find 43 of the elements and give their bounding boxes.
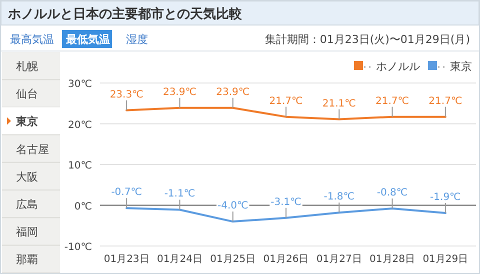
chart-title: ホノルルと日本の主要都市との天気比較	[7, 6, 243, 22]
x-tick-label: 01月27日	[316, 254, 362, 265]
data-label: 21.7℃	[428, 96, 462, 107]
line-series	[126, 106, 446, 120]
data-label: 23.3℃	[110, 89, 144, 100]
x-tick-label: 01月25日	[210, 254, 256, 265]
data-label: -4.0℃	[217, 200, 248, 212]
text: 仙台	[16, 88, 38, 101]
y-tick-label: 30℃	[68, 79, 92, 90]
data-label: -1.1℃	[164, 188, 196, 200]
data-label: 23.9℃	[216, 86, 250, 98]
chart-subtitle: 集計期間：01月23日(火)〜01月29日(月)	[264, 33, 470, 46]
y-tick-label: 0℃	[74, 201, 92, 212]
legend-label: ホノルル	[376, 60, 420, 73]
legend-label: 東京	[450, 60, 472, 73]
text: 那覇	[16, 253, 38, 266]
x-tick-label: 01月29日	[422, 254, 468, 265]
data-label: -1.8℃	[324, 192, 355, 203]
data-label: 21.7℃	[376, 96, 410, 107]
x-tick-label: 01月26日	[263, 254, 309, 265]
text: 大阪	[16, 170, 38, 184]
data-label: -0.8℃	[376, 188, 408, 199]
text: 最低気温	[65, 33, 110, 46]
data-label: 23.9℃	[162, 86, 196, 98]
line-series	[126, 207, 446, 223]
data-label: -1.9℃	[430, 192, 461, 203]
x-tick-label: 01月24日	[156, 254, 202, 265]
text: 福岡	[16, 226, 38, 239]
text: 東京	[15, 115, 38, 128]
text: 最高気温	[10, 33, 54, 46]
y-tick-label: 10℃	[68, 160, 92, 172]
y-tick-label: 20℃	[68, 120, 92, 131]
data-label: -0.7℃	[111, 187, 142, 198]
text: 名古屋	[16, 142, 49, 156]
text: 広島	[16, 198, 38, 211]
y-tick-label: -10℃	[64, 242, 92, 253]
x-tick-label: 01月23日	[104, 254, 150, 265]
data-label: 21.7℃	[269, 96, 303, 107]
text: 湿度	[126, 33, 148, 46]
data-label: 21.1℃	[322, 98, 356, 110]
x-tick-label: 01月28日	[370, 254, 416, 265]
text: 札幌	[16, 60, 38, 73]
data-label: -3.1℃	[270, 196, 302, 208]
